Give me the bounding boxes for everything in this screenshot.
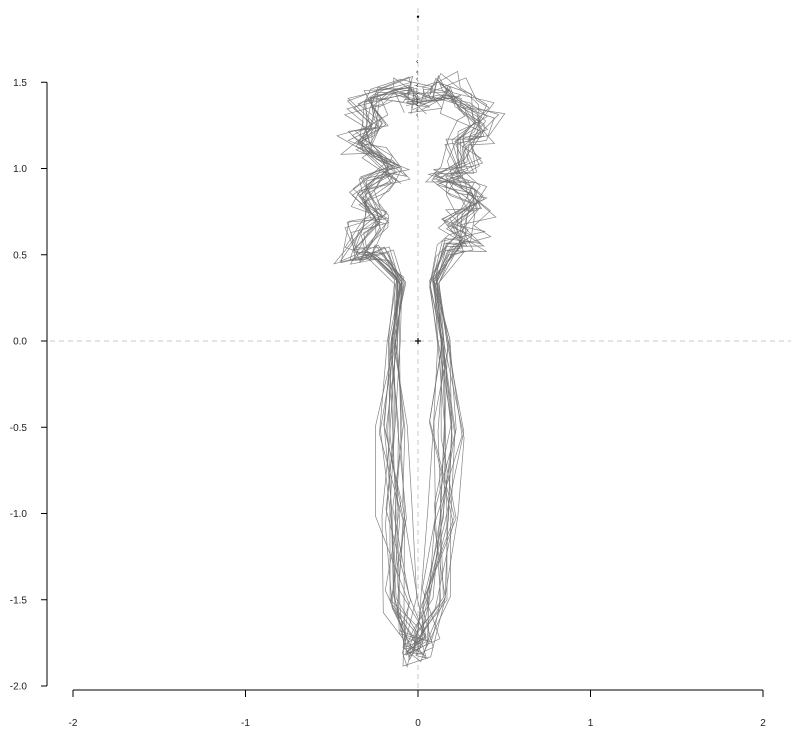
- y-tick-label: 0.5: [13, 250, 27, 261]
- x-axis: -2 -1 0 1 2: [69, 689, 766, 729]
- outline-series-line: [339, 90, 500, 653]
- y-tick-label: 0.0: [13, 337, 27, 348]
- outline-series: [333, 70, 506, 668]
- landmark-marker: ‹: [416, 69, 419, 76]
- landmark-marker: ‹: [416, 59, 419, 66]
- landmark-marker: ‹: [416, 76, 419, 83]
- reference-guides: [50, 8, 791, 690]
- outline-series-line: [350, 92, 476, 642]
- landmark-marker: ‹: [416, 112, 419, 119]
- x-tick-label: 1: [588, 718, 594, 729]
- y-tick-label: 1.5: [13, 78, 27, 89]
- landmark-marker: ‹: [416, 95, 419, 102]
- y-tick-label: 1.0: [13, 164, 27, 175]
- outline-series-line: [340, 84, 506, 663]
- y-tick-label: -1.5: [10, 595, 28, 606]
- outline-series-line: [339, 88, 488, 645]
- outline-series-line: [344, 74, 481, 655]
- outline-series-line: [349, 85, 496, 656]
- y-tick-label: -0.5: [10, 423, 28, 434]
- landmark-marker: ‹: [416, 91, 419, 98]
- landmark-marker: ‹: [416, 107, 419, 114]
- y-tick-label: -2.0: [10, 682, 28, 693]
- top-point: [416, 15, 420, 18]
- landmark-marker: ‹: [416, 98, 419, 105]
- outline-series-line: [351, 77, 488, 650]
- outline-series-line: [360, 95, 485, 643]
- landmark-marker: ‹: [416, 102, 419, 109]
- outline-series-line: [363, 78, 475, 668]
- outline-series-line: [347, 70, 488, 661]
- y-tick-label: -1.0: [10, 509, 28, 520]
- outline-series-line: [353, 91, 488, 652]
- landmark-marker: ‹: [416, 83, 419, 90]
- markers: ‹‹‹‹‹‹‹‹‹‹: [415, 15, 421, 344]
- x-tick-label: 2: [760, 718, 766, 729]
- x-tick-label: 0: [415, 718, 421, 729]
- outline-series-line: [344, 72, 481, 656]
- x-tick-label: -2: [69, 718, 78, 729]
- y-axis: -2.0 -1.5 -1.0 -0.5 0.0 0.5 1.0 1.5: [10, 78, 48, 693]
- x-tick-label: -1: [241, 718, 250, 729]
